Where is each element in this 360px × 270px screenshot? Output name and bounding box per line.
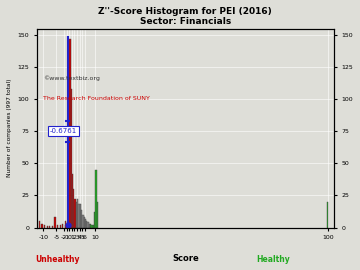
- Bar: [327, 202, 328, 228]
- Bar: [65, 221, 66, 228]
- Bar: [39, 221, 40, 228]
- Bar: [72, 174, 73, 228]
- Bar: [96, 202, 98, 228]
- Bar: [44, 225, 45, 228]
- Text: -0.6761: -0.6761: [50, 128, 77, 134]
- X-axis label: Score: Score: [172, 254, 199, 263]
- Bar: [73, 189, 75, 228]
- Bar: [75, 199, 76, 228]
- Bar: [81, 210, 82, 228]
- Bar: [59, 225, 61, 228]
- Bar: [82, 215, 84, 228]
- Bar: [54, 217, 56, 228]
- Bar: [57, 225, 58, 228]
- Bar: [91, 225, 93, 228]
- Title: Z''-Score Histogram for PEI (2016)
Sector: Financials: Z''-Score Histogram for PEI (2016) Secto…: [98, 7, 272, 26]
- Bar: [80, 204, 81, 228]
- Bar: [95, 170, 96, 228]
- Bar: [78, 204, 80, 228]
- Bar: [49, 226, 50, 228]
- Bar: [46, 226, 48, 228]
- Text: Unhealthy: Unhealthy: [35, 255, 80, 264]
- Bar: [87, 222, 89, 228]
- Bar: [69, 39, 71, 228]
- Bar: [41, 224, 43, 228]
- Bar: [77, 199, 78, 228]
- Bar: [86, 221, 87, 228]
- Text: ©www.textbiz.org: ©www.textbiz.org: [43, 76, 100, 81]
- Bar: [93, 225, 94, 228]
- Text: Healthy: Healthy: [257, 255, 291, 264]
- Bar: [85, 218, 86, 228]
- Bar: [84, 217, 85, 228]
- Bar: [76, 202, 77, 228]
- Bar: [94, 212, 95, 228]
- Bar: [68, 215, 69, 228]
- Bar: [89, 224, 90, 228]
- Bar: [66, 225, 67, 228]
- Text: The Research Foundation of SUNY: The Research Foundation of SUNY: [43, 96, 150, 101]
- Bar: [67, 222, 68, 228]
- Bar: [62, 224, 63, 228]
- Bar: [71, 89, 72, 228]
- Y-axis label: Number of companies (997 total): Number of companies (997 total): [7, 79, 12, 177]
- Bar: [52, 226, 53, 228]
- Bar: [90, 224, 91, 228]
